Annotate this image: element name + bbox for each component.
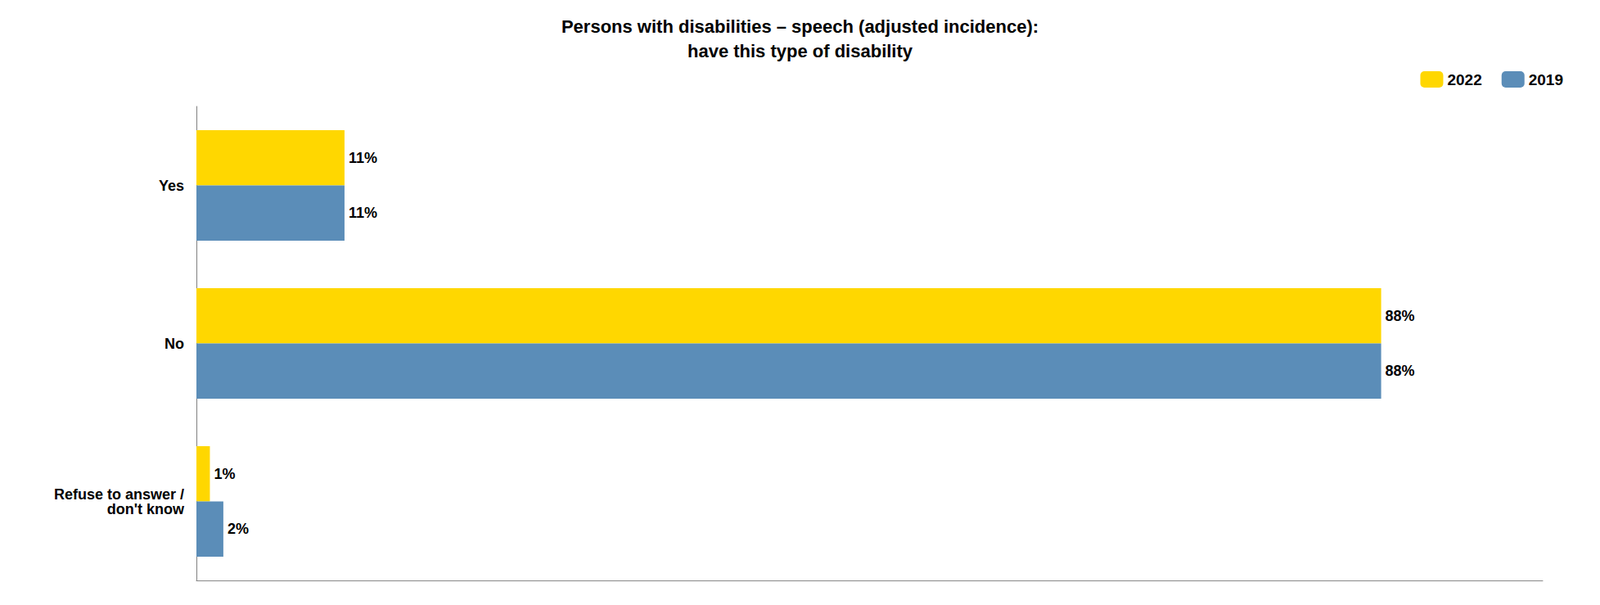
svg-text:1%: 1% (213, 465, 235, 483)
svg-text:88%: 88% (1385, 362, 1416, 379)
svg-text:11%: 11% (348, 204, 378, 221)
svg-text:88%: 88% (1385, 307, 1416, 325)
svg-text:No: No (164, 335, 185, 352)
svg-text:2%: 2% (227, 520, 249, 537)
svg-text:Persons with disabilities – sp: Persons with disabilities – speech (adju… (561, 16, 1039, 37)
svg-text:2019: 2019 (1528, 71, 1564, 89)
svg-text:don't know: don't know (107, 500, 185, 518)
svg-text:Refuse to answer /: Refuse to answer / (54, 486, 185, 503)
svg-text:11%: 11% (348, 149, 378, 167)
svg-text:Yes: Yes (158, 177, 185, 194)
svg-text:2022: 2022 (1446, 71, 1482, 89)
svg-text:have this type of disability: have this type of disability (687, 40, 914, 62)
